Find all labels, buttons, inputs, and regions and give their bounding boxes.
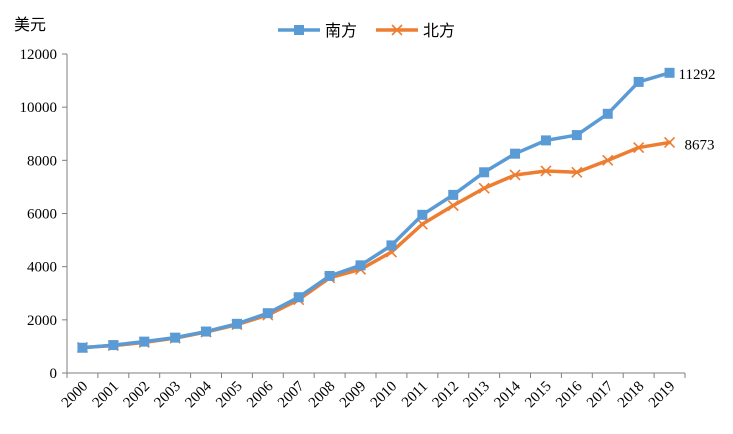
y-tick-label: 12000 (20, 47, 58, 63)
data-point-square (293, 292, 304, 303)
legend-label: 南方 (325, 21, 357, 40)
data-point-square (417, 209, 428, 220)
data-point-x (540, 165, 552, 177)
series-south: 11292 (77, 67, 716, 353)
legend-marker-x (391, 24, 403, 36)
end-value-label: 8673 (685, 137, 715, 153)
series-line (80, 71, 672, 350)
x-tick-label: 2003 (151, 379, 184, 412)
x-tick-label: 2015 (522, 379, 555, 412)
x-tick-label: 2000 (59, 379, 92, 412)
x-tick-label: 2013 (460, 379, 493, 412)
y-tick-label: 6000 (27, 207, 57, 223)
data-point-x (416, 218, 428, 230)
data-point-square (479, 167, 490, 178)
data-point-square (448, 189, 459, 200)
data-point-square (386, 240, 397, 251)
x-tick-label: 2001 (90, 379, 123, 412)
x-tick-label: 2014 (491, 378, 524, 411)
x-tick-label: 2006 (244, 378, 277, 411)
y-tick-label: 0 (50, 366, 58, 382)
legend-marker-square (294, 25, 304, 35)
x-tick-label: 2018 (615, 379, 648, 412)
data-point-square (510, 148, 521, 159)
data-point-square (602, 108, 613, 119)
y-unit-label: 美元 (14, 15, 46, 34)
data-point-square (664, 67, 675, 78)
legend: 南方 北方 (278, 21, 455, 40)
y-tick-label: 8000 (27, 153, 57, 169)
x-tick-label: 2005 (213, 379, 246, 412)
series-layer: 8673 11292 (76, 67, 716, 354)
series-line (80, 140, 672, 350)
x-tick-label: 2004 (182, 378, 215, 411)
data-point-square (324, 270, 335, 281)
x-tick-label: 2017 (584, 378, 617, 411)
data-point-square (108, 340, 119, 351)
x-tick-label: 2009 (337, 379, 370, 412)
data-point-x (447, 199, 459, 212)
data-point-square (139, 336, 150, 347)
legend-item: 南方 (278, 21, 357, 40)
y-tick-label: 2000 (27, 313, 57, 329)
x-tick-label: 2019 (646, 379, 679, 412)
data-point-square (170, 332, 181, 343)
axes: 0200040006000800010000120002000200120022… (20, 47, 686, 411)
x-tick-label: 2012 (430, 379, 463, 412)
x-tick-label: 2011 (399, 379, 431, 411)
x-tick-label: 2010 (368, 379, 401, 412)
legend-item: 北方 (376, 21, 455, 40)
data-point-x (509, 169, 521, 181)
data-point-square (77, 342, 88, 353)
data-point-x (633, 142, 645, 154)
data-point-square (571, 130, 582, 141)
end-value-label: 11292 (679, 67, 716, 83)
data-point-x (663, 136, 676, 149)
data-point-square (633, 76, 644, 87)
data-point-square (262, 308, 273, 319)
data-point-x (602, 154, 614, 166)
x-tick-label: 2008 (306, 379, 339, 412)
x-tick-label: 2016 (553, 378, 586, 411)
legend-label: 北方 (423, 21, 455, 40)
data-point-square (355, 260, 366, 271)
data-point-square (231, 318, 242, 329)
data-point-x (571, 166, 583, 178)
x-tick-label: 2007 (275, 378, 308, 411)
x-tick-label: 2002 (121, 379, 154, 412)
data-point-x (478, 182, 490, 194)
data-point-square (201, 326, 212, 337)
data-point-square (540, 135, 551, 146)
y-tick-label: 10000 (20, 100, 58, 116)
y-tick-label: 4000 (27, 260, 57, 276)
